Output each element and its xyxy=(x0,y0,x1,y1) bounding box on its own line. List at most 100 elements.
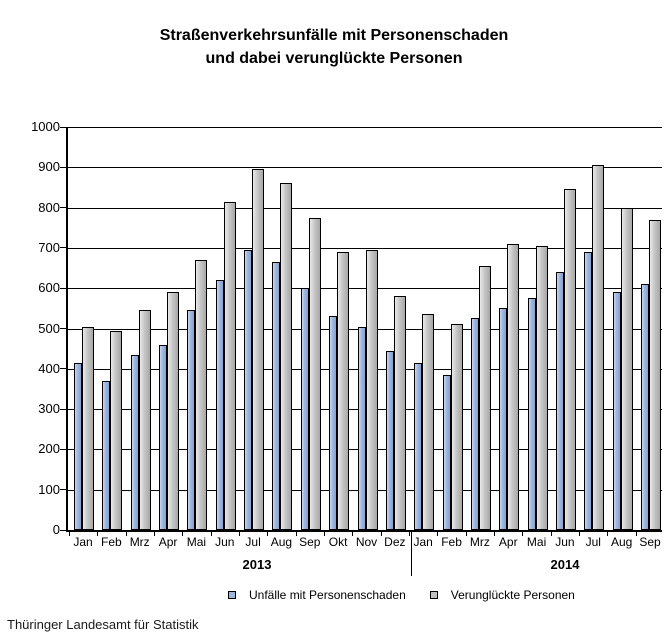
y-axis-label-900: 900 xyxy=(38,159,60,175)
bar-verunglueckte-feb-13 xyxy=(450,324,463,530)
gridline-1000 xyxy=(68,127,662,128)
y-axis-label-400: 400 xyxy=(38,360,60,376)
legend: Unfälle mit Personenschaden Verunglückte… xyxy=(228,588,575,602)
x-axis-tick xyxy=(494,532,496,536)
x-axis-label-okt-9: Okt xyxy=(328,535,348,549)
bar-unfaelle-mrz-14 xyxy=(470,318,479,530)
bar-unfaelle-mrz-2 xyxy=(130,354,139,530)
y-axis-tick xyxy=(60,489,66,491)
x-axis-tick xyxy=(97,532,99,536)
x-axis-label-aug-7: Aug xyxy=(270,535,293,549)
y-axis-label-600: 600 xyxy=(38,280,60,296)
bar-unfaelle-jul-18 xyxy=(584,251,593,530)
bar-unfaelle-sep-20 xyxy=(641,284,649,530)
x-axis-label-sep-8: Sep xyxy=(299,535,321,549)
x-axis-label-mai-4: Mai xyxy=(186,535,207,549)
x-axis-tick xyxy=(182,532,184,536)
bar-verunglueckte-mai-4 xyxy=(195,260,208,530)
gridline-800 xyxy=(68,207,662,209)
x-axis-tick xyxy=(125,532,127,536)
y-axis-tick xyxy=(60,448,66,450)
x-axis-label-dez-11: Dez xyxy=(384,535,406,549)
x-axis-label-mai-16: Mai xyxy=(526,535,547,549)
y-axis-label-0: 0 xyxy=(52,522,60,537)
x-axis-label-jul-18: Jul xyxy=(585,535,601,549)
bar-verunglueckte-sep-20 xyxy=(649,219,661,530)
x-axis-tick xyxy=(635,532,637,536)
x-axis-tick xyxy=(295,532,297,536)
bar-unfaelle-aug-19 xyxy=(612,292,621,530)
y-axis-label-700: 700 xyxy=(38,239,60,255)
x-axis-label-feb-1: Feb xyxy=(101,535,122,549)
x-axis-label-jun-17: Jun xyxy=(555,535,575,549)
bar-verunglueckte-mrz-2 xyxy=(138,310,151,530)
bar-verunglueckte-apr-15 xyxy=(507,243,520,530)
y-axis-tick xyxy=(60,247,66,249)
x-axis-label-apr-3: Apr xyxy=(158,535,178,549)
y-axis-tick xyxy=(60,529,66,531)
x-axis-tick xyxy=(210,532,212,536)
x-axis-tick xyxy=(267,532,269,536)
bar-verunglueckte-apr-3 xyxy=(167,292,180,530)
bar-verunglueckte-jun-5 xyxy=(223,201,236,530)
bar-verunglueckte-feb-1 xyxy=(110,330,123,530)
y-axis-label-200: 200 xyxy=(38,441,60,457)
bar-unfaelle-apr-15 xyxy=(499,308,508,530)
bar-unfaelle-dez-11 xyxy=(385,350,394,530)
y-axis-tick xyxy=(60,408,66,410)
x-axis-tick xyxy=(465,532,467,536)
x-axis-tick xyxy=(352,532,354,536)
x-axis-tick xyxy=(153,532,155,536)
x-axis-tick xyxy=(323,532,325,536)
y-axis-tick xyxy=(60,368,66,370)
x-axis-label-sep-20: Sep xyxy=(639,535,661,549)
chart-title: Straßenverkehrsunfälle mit Personenschad… xyxy=(0,24,668,70)
gridline-700 xyxy=(68,247,662,249)
bar-unfaelle-sep-8 xyxy=(300,288,309,530)
x-axis-tick xyxy=(437,532,439,536)
x-axis-tick xyxy=(238,532,240,536)
chart-title-line1: Straßenverkehrsunfälle mit Personenschad… xyxy=(159,27,509,44)
bar-unfaelle-nov-10 xyxy=(357,326,366,530)
legend-label-verunglueckte: Verunglückte Personen xyxy=(450,588,575,602)
legend-marker-unfaelle-icon xyxy=(228,591,236,599)
x-axis-label-aug-19: Aug xyxy=(610,535,633,549)
y-axis-tick xyxy=(60,126,66,128)
y-axis-label-500: 500 xyxy=(38,320,60,336)
bar-verunglueckte-jul-18 xyxy=(592,165,605,530)
plot-area xyxy=(68,127,662,530)
x-axis-tick xyxy=(522,532,524,536)
y-axis-label-1000: 1000 xyxy=(31,119,60,134)
bar-verunglueckte-jan-0 xyxy=(82,326,94,530)
x-axis-label-jan-12: Jan xyxy=(413,535,433,549)
bar-unfaelle-mai-4 xyxy=(187,310,196,530)
x-axis-label-mrz-2: Mrz xyxy=(129,535,150,549)
year-label-2014: 2014 xyxy=(550,557,580,572)
bar-verunglueckte-aug-7 xyxy=(280,183,293,530)
x-axis-tick xyxy=(579,532,581,536)
year-label-2013: 2013 xyxy=(242,557,272,572)
gridline-600 xyxy=(68,288,662,290)
source-attribution: Thüringer Landesamt für Statistik xyxy=(7,617,199,632)
bar-verunglueckte-okt-9 xyxy=(337,251,350,530)
x-axis-label-feb-13: Feb xyxy=(441,535,462,549)
bar-verunglueckte-mrz-14 xyxy=(478,266,491,530)
x-axis-line xyxy=(66,530,662,532)
bar-verunglueckte-jan-12 xyxy=(422,314,435,530)
x-axis-tick xyxy=(380,532,382,536)
y-axis-label-300: 300 xyxy=(38,401,60,417)
legend-item-verunglueckte: Verunglückte Personen xyxy=(429,588,575,602)
bar-verunglueckte-jun-17 xyxy=(563,189,576,530)
x-axis-tick xyxy=(68,532,70,536)
x-axis-label-jul-6: Jul xyxy=(245,535,261,549)
bar-unfaelle-okt-9 xyxy=(329,316,338,530)
bar-verunglueckte-jul-6 xyxy=(252,169,265,530)
bar-verunglueckte-aug-19 xyxy=(620,207,633,530)
bar-unfaelle-feb-13 xyxy=(442,374,451,530)
bar-unfaelle-jan-12 xyxy=(414,362,423,530)
x-axis-label-jan-0: Jan xyxy=(73,535,93,549)
y-axis-label-800: 800 xyxy=(38,199,60,215)
x-axis-tick xyxy=(550,532,552,536)
bar-unfaelle-jul-6 xyxy=(244,249,253,530)
